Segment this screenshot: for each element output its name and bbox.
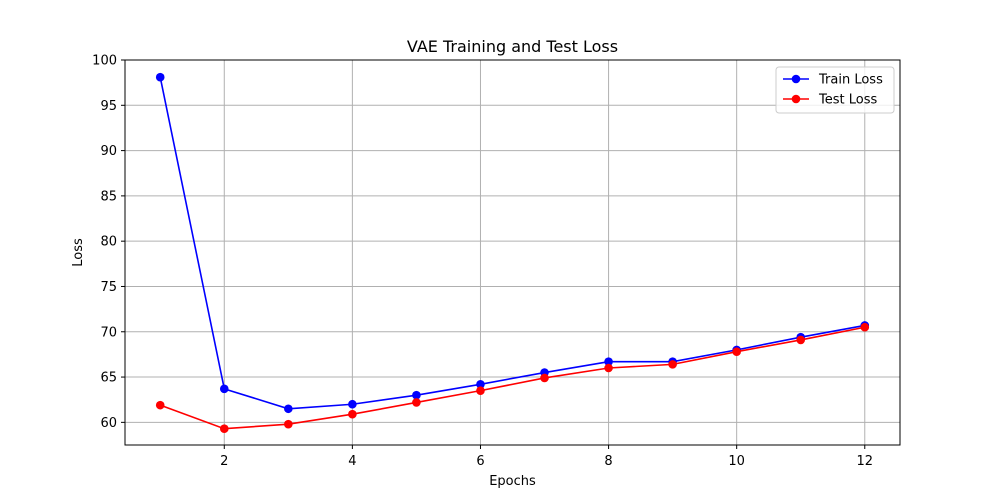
- x-tick-label: 4: [348, 454, 356, 469]
- data-point: [219, 384, 229, 394]
- series-line: [159, 326, 865, 430]
- data-point: [540, 373, 549, 383]
- series-train-loss: [155, 72, 870, 414]
- data-point: [732, 347, 741, 356]
- y-axis-ticks: 60 65 70 75 80 85 90 95 100: [92, 54, 125, 431]
- data-point: [348, 399, 357, 409]
- plot-frame: [124, 59, 901, 446]
- x-tick-label: 8: [604, 454, 612, 469]
- series-line: [159, 77, 865, 410]
- series-layer: [155, 72, 870, 433]
- data-point: [284, 419, 293, 429]
- x-tick-label: 10: [728, 454, 745, 469]
- data-point: [155, 72, 165, 82]
- y-tick-label: 100: [92, 54, 117, 69]
- legend-label: Train Loss: [818, 73, 883, 88]
- data-point: [284, 404, 293, 414]
- data-point: [476, 386, 485, 395]
- y-tick-label: 70: [100, 325, 117, 340]
- legend-item: Train Loss: [783, 73, 883, 88]
- data-point: [604, 363, 613, 373]
- data-point: [604, 357, 613, 366]
- data-point: [412, 390, 421, 400]
- y-tick-label: 75: [100, 280, 117, 295]
- grid: [125, 59, 900, 445]
- chart-title: VAE Training and Test Loss: [407, 37, 618, 56]
- y-tick-label: 60: [100, 416, 117, 431]
- x-tick-label: 12: [856, 454, 873, 469]
- x-axis-label: Epochs: [489, 474, 536, 489]
- data-point: [219, 424, 229, 433]
- data-point: [412, 398, 421, 407]
- y-tick-label: 80: [100, 235, 117, 250]
- y-tick-label: 95: [100, 99, 117, 114]
- series-test-loss: [155, 322, 870, 433]
- legend-label: Test Loss: [818, 93, 877, 108]
- legend-marker: [791, 94, 801, 104]
- data-point: [155, 400, 165, 410]
- data-point: [796, 335, 806, 345]
- y-tick-label: 85: [100, 189, 117, 204]
- data-point: [860, 322, 870, 332]
- x-tick-label: 2: [220, 454, 228, 469]
- y-axis-label: Loss: [71, 238, 86, 267]
- legend: Train Loss Test Loss: [775, 66, 895, 114]
- x-tick-label: 6: [476, 454, 484, 469]
- data-point: [668, 360, 677, 369]
- y-tick-label: 90: [100, 144, 117, 159]
- data-point: [476, 380, 485, 389]
- legend-marker: [791, 74, 801, 84]
- x-axis-ticks: 2 4 6 8 10 12: [220, 445, 873, 469]
- y-tick-label: 65: [100, 371, 117, 386]
- legend-item: Test Loss: [783, 93, 877, 108]
- data-point: [348, 409, 357, 419]
